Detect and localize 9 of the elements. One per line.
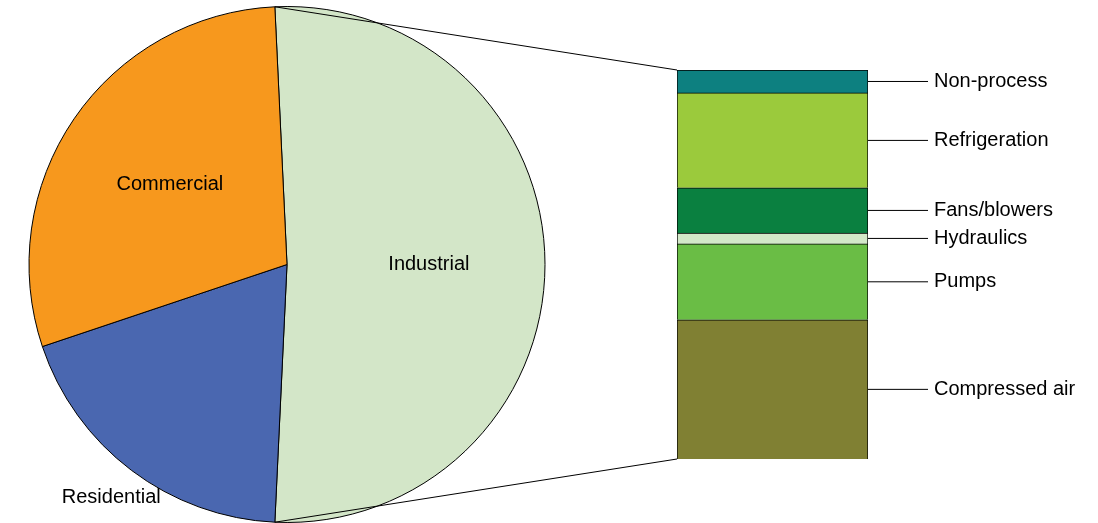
slice-label: Commercial	[116, 171, 224, 194]
slice-label: Residential	[61, 484, 161, 507]
text: Compressed air	[934, 376, 1076, 399]
text: Fans/blowers	[934, 197, 1053, 220]
text: Refrigeration	[934, 127, 1049, 150]
text: Non-process	[934, 68, 1048, 91]
slice-label: Industrial	[388, 252, 470, 275]
text: Hydraulics	[934, 225, 1028, 248]
text: Pumps	[934, 269, 997, 292]
